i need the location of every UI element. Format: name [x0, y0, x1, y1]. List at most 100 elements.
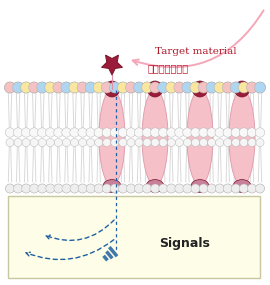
- Circle shape: [62, 139, 70, 146]
- Circle shape: [54, 184, 63, 193]
- Circle shape: [247, 82, 257, 93]
- Circle shape: [206, 82, 217, 93]
- Circle shape: [87, 139, 95, 146]
- Circle shape: [191, 184, 200, 193]
- Circle shape: [95, 139, 103, 146]
- Circle shape: [255, 184, 265, 193]
- Circle shape: [70, 139, 79, 146]
- Text: ターゲット物質: ターゲット物質: [148, 63, 189, 73]
- Circle shape: [93, 82, 104, 93]
- Circle shape: [183, 139, 191, 146]
- Polygon shape: [108, 246, 118, 257]
- Ellipse shape: [104, 81, 120, 97]
- Circle shape: [126, 82, 136, 93]
- Circle shape: [150, 82, 161, 93]
- Circle shape: [109, 82, 120, 93]
- Circle shape: [126, 184, 136, 193]
- Circle shape: [199, 184, 208, 193]
- Circle shape: [199, 128, 208, 137]
- Circle shape: [215, 128, 224, 137]
- Circle shape: [214, 82, 225, 93]
- Circle shape: [215, 184, 224, 193]
- Circle shape: [126, 82, 136, 93]
- Circle shape: [223, 128, 232, 137]
- Circle shape: [38, 184, 47, 193]
- Circle shape: [191, 128, 200, 137]
- Circle shape: [21, 128, 31, 137]
- Circle shape: [77, 82, 88, 93]
- Circle shape: [175, 139, 183, 146]
- Ellipse shape: [191, 180, 209, 192]
- Circle shape: [110, 128, 120, 137]
- Circle shape: [150, 128, 160, 137]
- Circle shape: [141, 82, 153, 93]
- Circle shape: [141, 82, 153, 93]
- Circle shape: [53, 82, 64, 93]
- Circle shape: [151, 184, 160, 193]
- Circle shape: [54, 184, 63, 193]
- Ellipse shape: [229, 89, 255, 186]
- Circle shape: [62, 184, 71, 193]
- Circle shape: [21, 82, 32, 93]
- Circle shape: [182, 82, 193, 93]
- Circle shape: [224, 139, 232, 146]
- Circle shape: [191, 139, 200, 146]
- Circle shape: [255, 184, 265, 193]
- Circle shape: [119, 184, 127, 193]
- Circle shape: [127, 139, 135, 146]
- Circle shape: [94, 184, 103, 193]
- Circle shape: [101, 82, 112, 93]
- Circle shape: [86, 184, 95, 193]
- Circle shape: [167, 128, 176, 137]
- Circle shape: [22, 139, 30, 146]
- Circle shape: [223, 184, 232, 193]
- Circle shape: [78, 128, 87, 137]
- Circle shape: [94, 128, 103, 137]
- Circle shape: [134, 82, 144, 93]
- Circle shape: [69, 82, 80, 93]
- Circle shape: [38, 184, 47, 193]
- Circle shape: [247, 184, 256, 193]
- Circle shape: [142, 128, 152, 137]
- Circle shape: [79, 139, 87, 146]
- Circle shape: [46, 139, 54, 146]
- Circle shape: [70, 184, 79, 193]
- Circle shape: [46, 184, 55, 193]
- Circle shape: [200, 139, 208, 146]
- Circle shape: [5, 82, 15, 93]
- Circle shape: [101, 82, 112, 93]
- Circle shape: [190, 82, 201, 93]
- Circle shape: [46, 184, 55, 193]
- Circle shape: [232, 139, 240, 146]
- Circle shape: [231, 128, 241, 137]
- Circle shape: [158, 82, 169, 93]
- Ellipse shape: [234, 81, 250, 97]
- Circle shape: [143, 139, 151, 146]
- Polygon shape: [102, 255, 109, 262]
- Circle shape: [30, 184, 39, 193]
- Circle shape: [175, 184, 184, 193]
- Circle shape: [216, 139, 224, 146]
- Circle shape: [158, 128, 168, 137]
- Ellipse shape: [146, 180, 164, 192]
- Circle shape: [117, 82, 129, 93]
- Circle shape: [159, 184, 168, 193]
- Circle shape: [110, 184, 119, 193]
- Circle shape: [183, 184, 192, 193]
- Circle shape: [207, 184, 216, 193]
- Circle shape: [117, 82, 129, 93]
- Circle shape: [151, 184, 160, 193]
- Ellipse shape: [233, 180, 251, 192]
- Circle shape: [126, 184, 136, 193]
- Circle shape: [119, 139, 127, 146]
- Circle shape: [111, 139, 119, 146]
- FancyArrowPatch shape: [133, 10, 264, 67]
- Circle shape: [109, 82, 120, 93]
- Circle shape: [134, 128, 144, 137]
- Circle shape: [78, 184, 87, 193]
- Circle shape: [53, 82, 64, 93]
- Circle shape: [126, 128, 136, 137]
- Circle shape: [94, 184, 103, 193]
- Circle shape: [103, 139, 111, 146]
- Circle shape: [134, 82, 144, 93]
